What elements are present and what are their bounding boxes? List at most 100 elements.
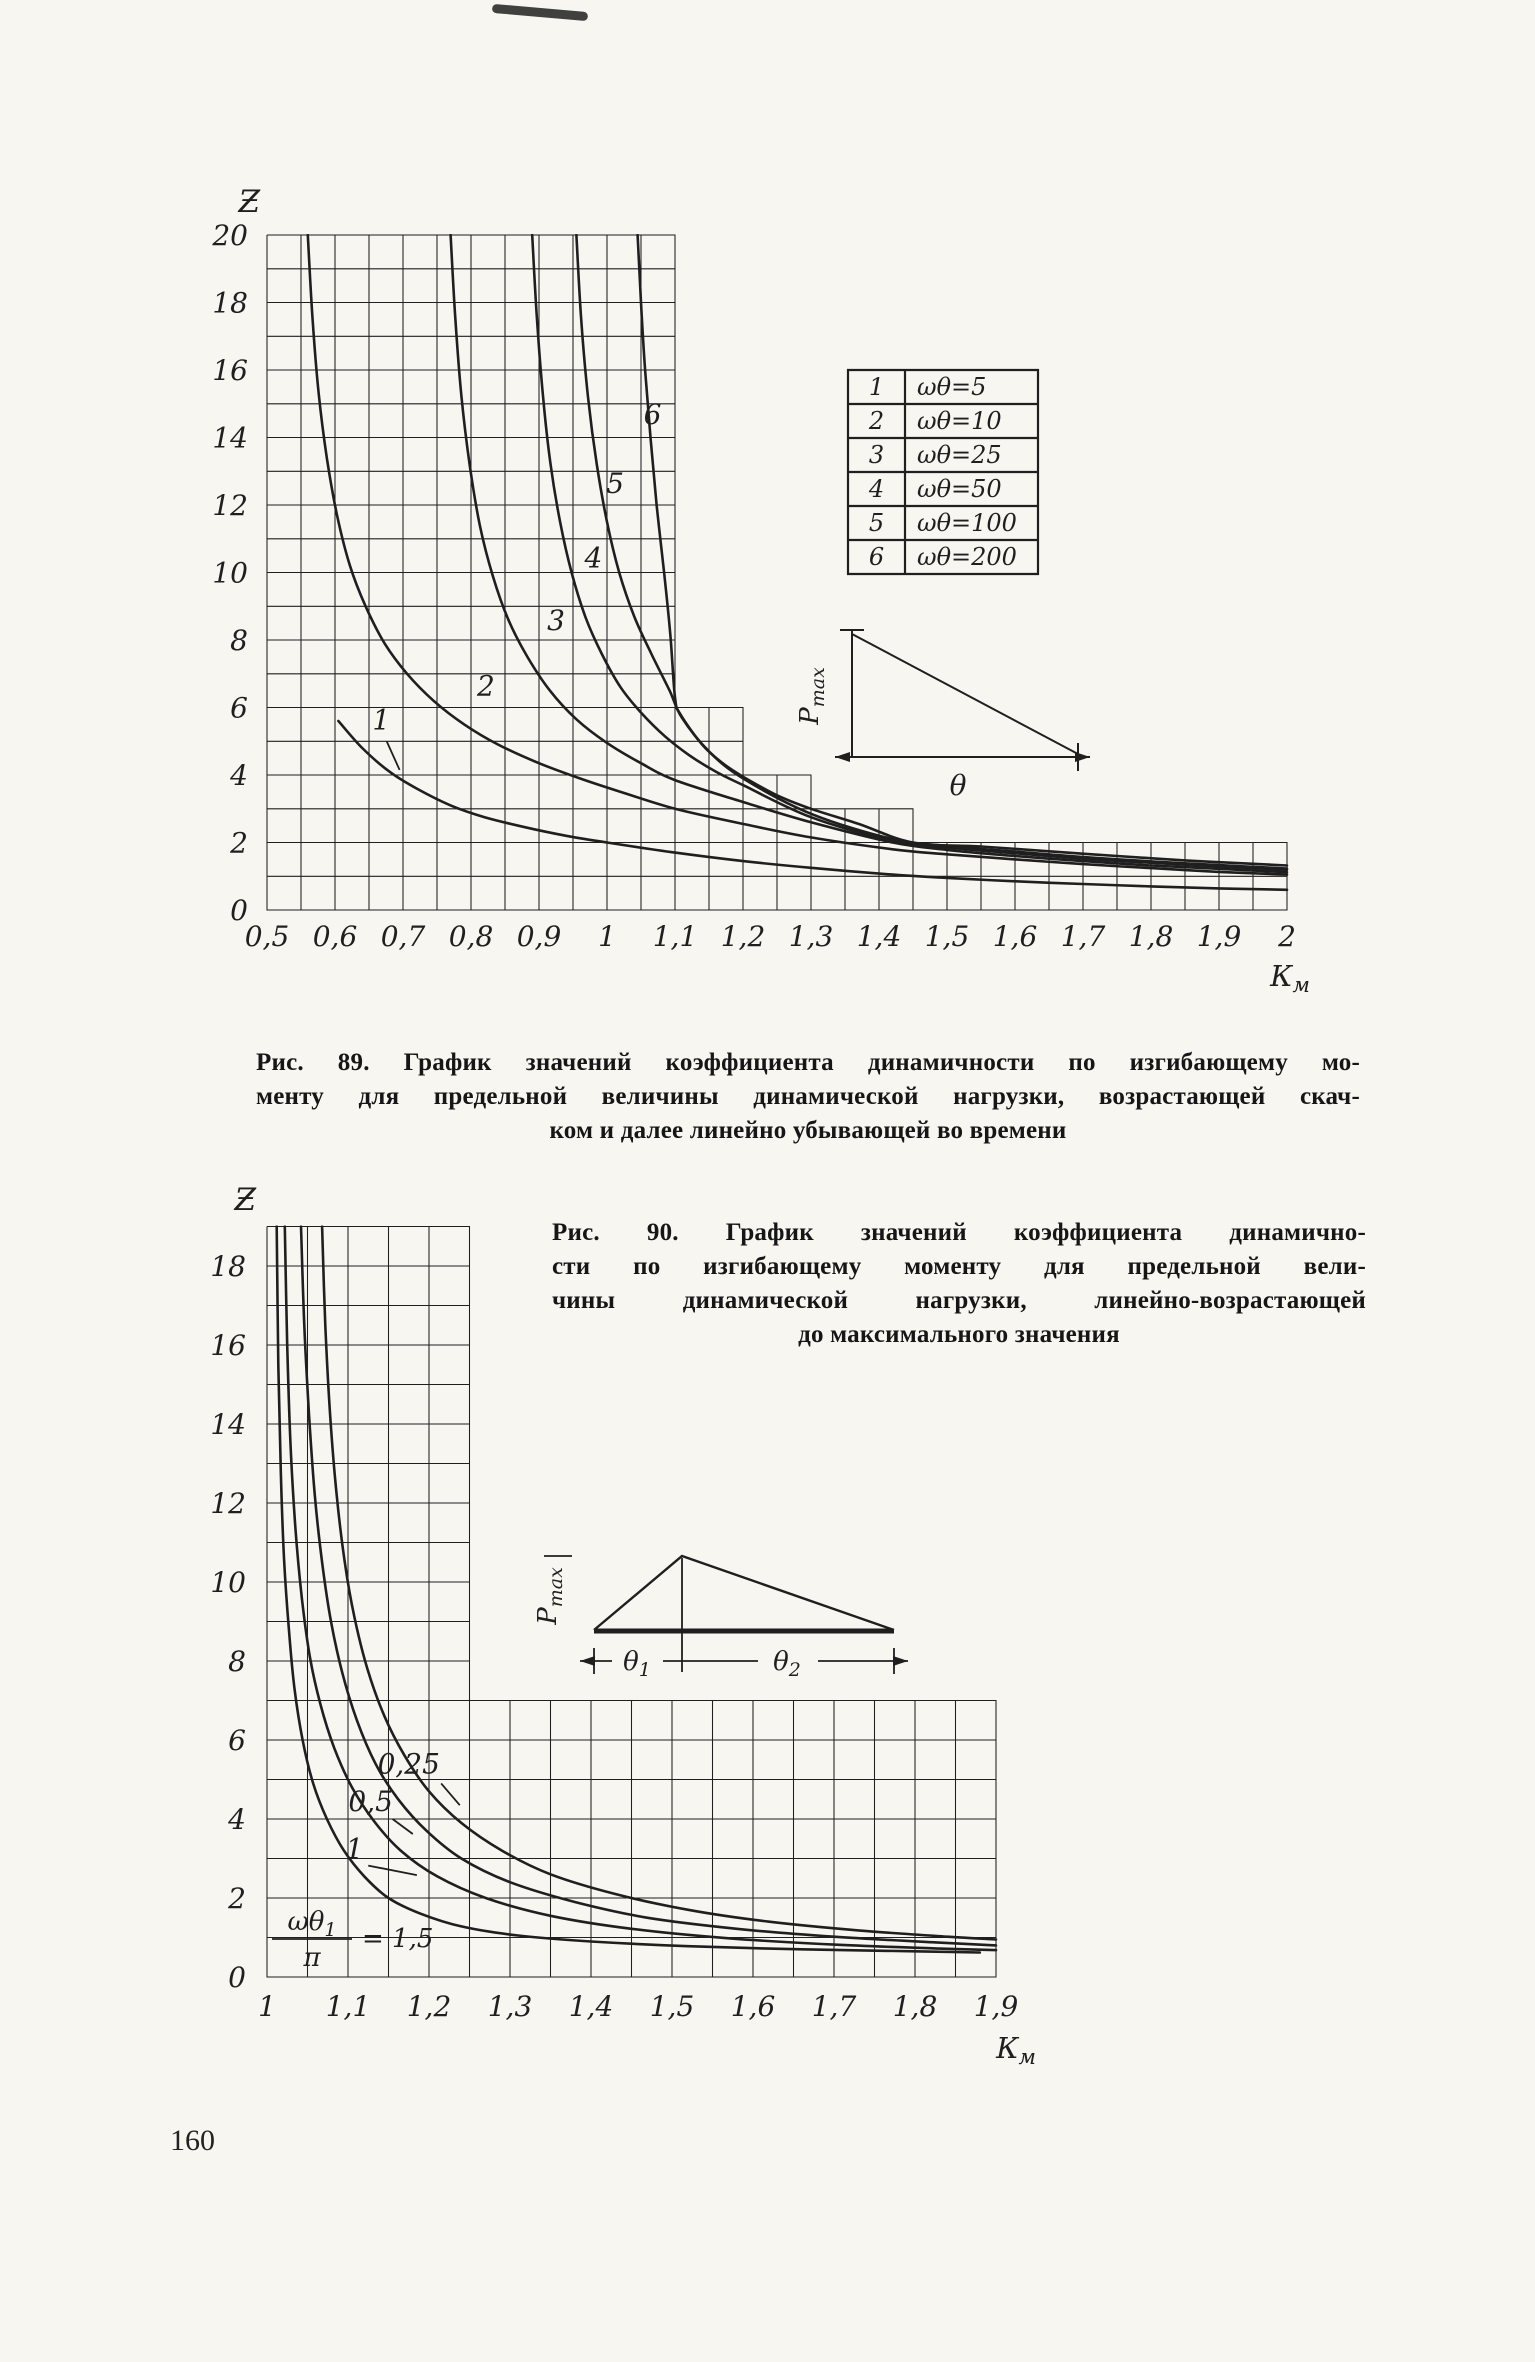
x-tick-fig89: 0,9 [517, 920, 562, 953]
inset-90-dimension-lines [544, 1555, 908, 1674]
curve-label-leader [368, 1864, 418, 1876]
x-tick-fig90: 1,3 [488, 1990, 533, 2023]
x-tick-fig90: 1,7 [812, 1990, 857, 2023]
inset-89-theta-label: θ [950, 769, 967, 802]
y-tick-fig90: 10 [210, 1566, 246, 1599]
x-tick-fig89: 1,7 [1061, 920, 1106, 953]
x-tick-fig89: 0,5 [245, 920, 290, 953]
curve-label-fig89-2: 2 [476, 670, 495, 703]
x-tick-fig89: 0,6 [313, 920, 358, 953]
y-tick-fig90: 0 [228, 1961, 246, 1994]
x-tick-fig90: 1,2 [407, 1990, 452, 2023]
x-tick-fig90: 1 [258, 1990, 276, 2023]
y-axis-label-fig89: Ƶ [237, 184, 260, 220]
y-tick-fig90: 16 [210, 1329, 246, 1362]
figure-90-caption: Рис. 90. График значений коэффициента ди… [552, 1216, 1366, 1352]
x-tick-fig90: 1,6 [731, 1990, 776, 2023]
x-tick-fig89: 1,3 [789, 920, 834, 953]
fraction-denominator: π [302, 1943, 321, 1973]
inset-90-theta1-label: θ1 [623, 1647, 651, 1681]
x-tick-fig89: 1 [598, 920, 616, 953]
figure-90-caption-line-1: Рис. 90. График значений коэффициента ди… [552, 1219, 1366, 1246]
y-tick-fig89: 0 [230, 894, 248, 927]
x-axis-label-fig90: Км [995, 2031, 1036, 2069]
curve-fig89-4 [530, 234, 1289, 872]
y-axis-label-fig90: Ƶ [233, 1182, 256, 1218]
curve-label-fig89-4: 4 [583, 541, 602, 574]
y-tick-fig89: 2 [229, 827, 248, 860]
legend-parameter-value: ωθ=25 [917, 441, 1002, 469]
x-tick-fig90: 1,8 [893, 1990, 938, 2023]
x-tick-fig89: 1,5 [925, 920, 970, 953]
figure-89-caption-line-3: ком и далее линейно убывающей во времени [549, 1117, 1067, 1144]
y-tick-fig90: 4 [227, 1803, 246, 1836]
y-tick-fig90: 12 [210, 1487, 246, 1520]
curve-label-fig89-6: 6 [644, 398, 662, 431]
legend-curve-number: 4 [868, 475, 884, 503]
figure-89-caption-line-2: менту для предельной величины динамическ… [256, 1083, 1360, 1110]
x-tick-fig90: 1,9 [974, 1990, 1019, 2023]
y-tick-fig89: 8 [230, 624, 248, 657]
y-tick-fig89: 20 [211, 219, 248, 252]
y-tick-fig89: 12 [212, 489, 248, 522]
x-tick-fig89: 2 [1277, 920, 1296, 953]
curve-fig90-1,5 [275, 1225, 982, 1954]
x-tick-fig90: 1,4 [569, 1990, 614, 2023]
y-tick-fig89: 14 [212, 422, 248, 455]
fraction-equals-value: = 1,5 [362, 1924, 433, 1954]
legend-parameter-value: ωθ=50 [917, 475, 1002, 503]
figure-90-caption-line-4: до максимального значения [798, 1321, 1120, 1348]
curve-label-fig89-3: 3 [547, 604, 565, 637]
y-tick-fig90: 6 [228, 1724, 246, 1757]
inset-90-pmax-label: Pmax [533, 1567, 567, 1626]
x-tick-fig90: 1,5 [650, 1990, 695, 2023]
curve-label-fig90-0,25: 0,25 [378, 1748, 440, 1781]
curves-fig90 [275, 1225, 998, 1954]
y-tick-fig90: 2 [227, 1882, 246, 1915]
x-tick-fig90: 1,1 [326, 1990, 371, 2023]
x-tick-fig89: 1,1 [653, 920, 698, 953]
x-tick-fig89: 1,8 [1129, 920, 1174, 953]
legend-curve-number: 3 [869, 441, 884, 469]
legend-parameter-value: ωθ=10 [917, 407, 1002, 435]
legend-parameter-value: ωθ=200 [917, 543, 1017, 571]
figure-89-caption-line-1: Рис. 89. График значений коэффициента ди… [256, 1049, 1360, 1076]
curve-label-fig90-1: 1 [346, 1833, 364, 1866]
curve-fig90-0,25 [320, 1225, 998, 1941]
curve-label-leader [392, 1818, 414, 1835]
inset-90-triangle [593, 1554, 895, 1632]
x-tick-fig89: 1,4 [857, 920, 902, 953]
inset-90-theta2-label: θ2 [773, 1647, 801, 1681]
pmax-text: Pmax [533, 1567, 567, 1626]
fig90: 1 1,1 1,2 1,3 1,4 1,5 1,6 1,7 1,8 1,9181614121086… [210, 1182, 1036, 2069]
curve-label-fig90-0,5: 0,5 [348, 1785, 393, 1818]
legend-curve-number: 5 [869, 509, 884, 537]
x-tick-fig89: 0,8 [449, 920, 494, 953]
legend-parameter-value: ωθ=5 [917, 373, 986, 401]
curve-fig89-2 [306, 234, 1289, 876]
x-tick-fig89: 1,2 [721, 920, 766, 953]
inset-89-pmax-label: Pmax [795, 667, 829, 726]
curve-label-fig89-5: 5 [606, 467, 624, 500]
grid-fig90 [266, 1225, 997, 1978]
figure-89-caption: Рис. 89. График значений коэффициента ди… [256, 1046, 1360, 1148]
y-tick-fig89: 16 [212, 354, 248, 387]
curve-label-leader [385, 740, 401, 771]
fraction-numerator: ωθ1 [288, 1907, 337, 1941]
legend-curve-number: 6 [869, 543, 884, 571]
legend-curve-number: 2 [868, 407, 884, 435]
x-tick-fig89: 1,9 [1197, 920, 1242, 953]
curves-fig89 [306, 234, 1289, 892]
legend-table [846, 368, 1040, 576]
y-tick-fig89: 10 [212, 557, 248, 590]
x-tick-fig89: 1,6 [993, 920, 1038, 953]
figure-90-caption-line-3: чины динамической нагрузки, линейно-возр… [552, 1287, 1366, 1314]
x-tick-fig89: 0,7 [381, 920, 426, 953]
curve-fig89-3 [449, 234, 1289, 874]
y-tick-fig90: 18 [210, 1250, 246, 1283]
pmax-text: Pmax [795, 667, 829, 726]
y-tick-fig89: 4 [229, 759, 248, 792]
curve-fig90-1 [283, 1225, 998, 1952]
